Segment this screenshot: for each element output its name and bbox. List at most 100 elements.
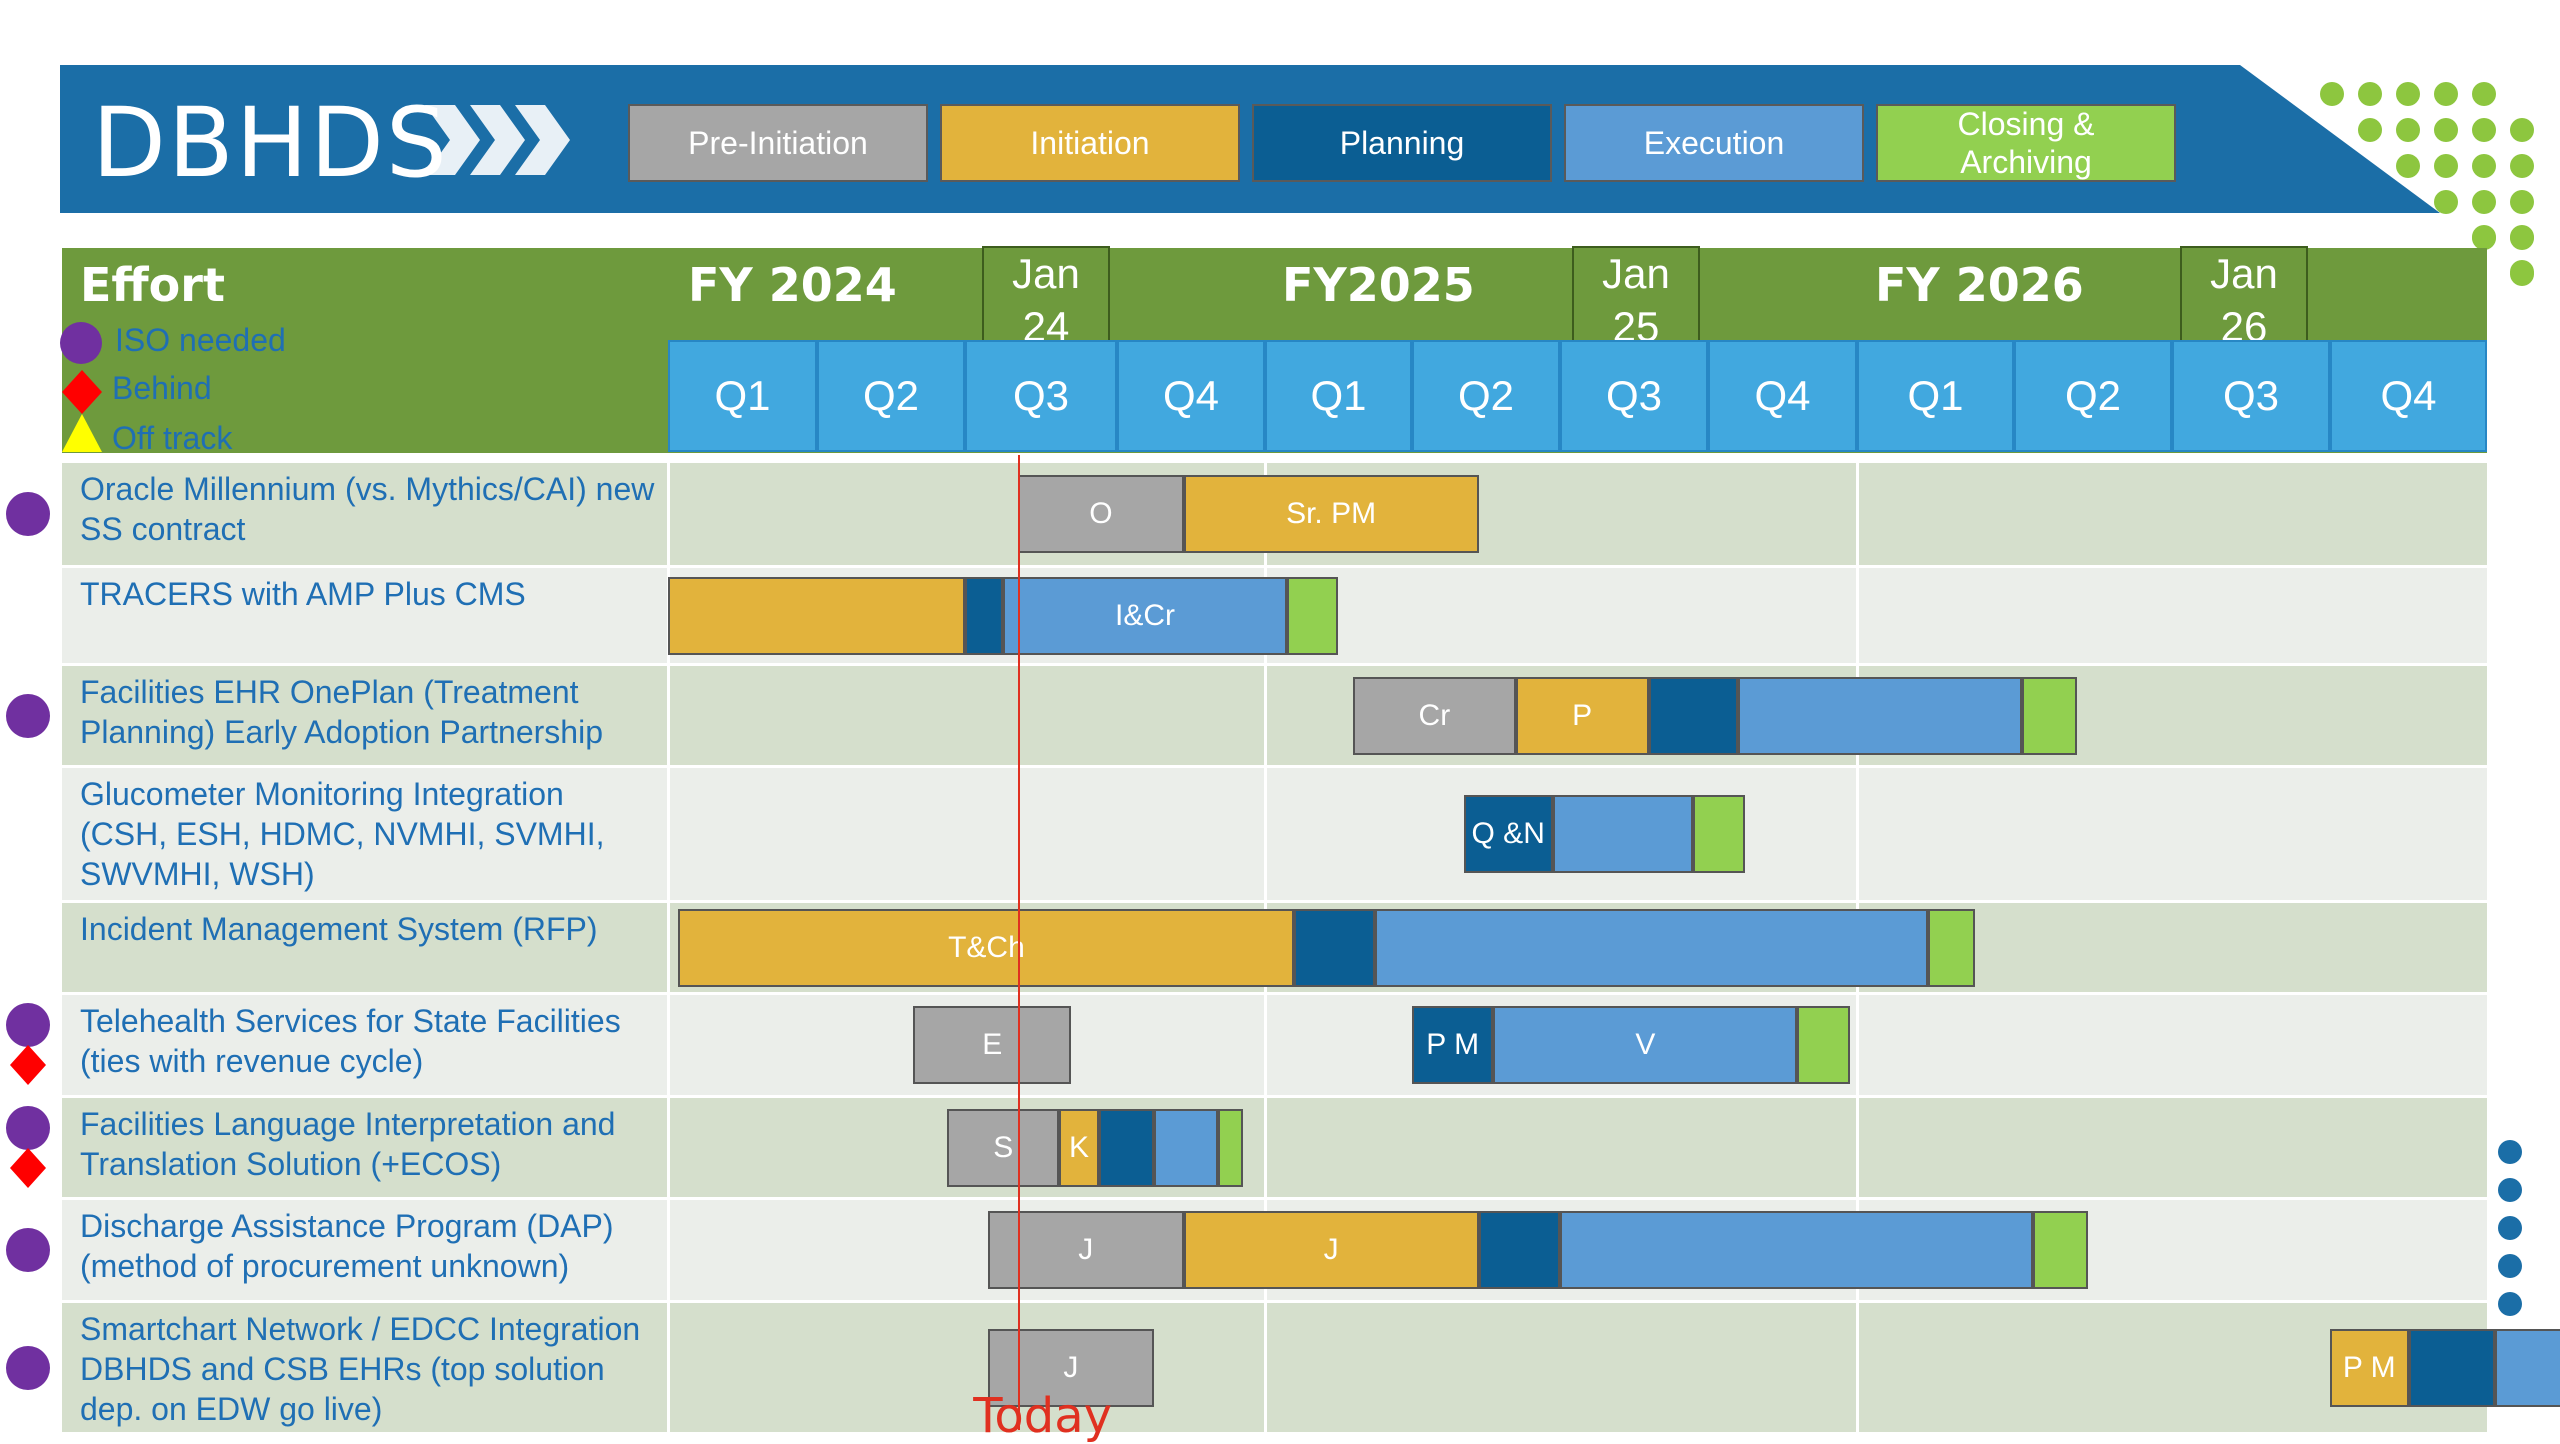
gantt-bar-closing	[2021, 677, 2078, 755]
grid-divider	[1856, 1303, 1859, 1432]
grid-divider	[1856, 463, 1859, 565]
iso-needed-icon	[6, 492, 50, 536]
legend-label: Pre-Initiation	[688, 124, 868, 161]
grid-divider	[667, 1303, 670, 1432]
gantt-bar-execution: I&Cr	[1003, 577, 1288, 655]
jan-text: Jan 25	[1602, 250, 1670, 350]
behind-icon	[10, 1045, 46, 1085]
grid-divider	[667, 903, 670, 992]
green-dot	[2510, 260, 2534, 284]
green-dot	[2396, 82, 2420, 106]
legend-label: Execution	[1643, 124, 1785, 161]
gantt-bar-execution	[2494, 1329, 2560, 1407]
gantt-bar-planning	[965, 577, 1003, 655]
jan-label-26: Jan 26	[2180, 246, 2308, 350]
gantt-bar-initiation	[668, 577, 965, 655]
green-dot	[2510, 118, 2534, 142]
gantt-bar-execution	[1552, 795, 1694, 873]
green-dot	[2358, 118, 2382, 142]
row-background	[62, 768, 2487, 900]
legend-execution: Execution	[1564, 104, 1864, 182]
gantt-bar-closing	[1217, 1109, 1243, 1187]
green-dot	[2434, 154, 2458, 178]
iso-key-icon	[60, 322, 102, 364]
gantt-bar-closing	[1797, 1006, 1850, 1084]
logo-text: DBHDS	[92, 87, 449, 199]
behind-key-label: Behind	[112, 370, 212, 406]
row-background	[62, 1098, 2487, 1197]
gantt-bar-pre-initiation: S	[947, 1109, 1060, 1187]
quarter-cell: Q2	[2014, 340, 2172, 452]
dbhds-logo: DBHDS	[92, 95, 449, 191]
green-dot	[2320, 82, 2344, 106]
blue-dot	[2498, 1178, 2522, 1202]
green-dot	[2434, 82, 2458, 106]
row-label: Glucometer Monitoring Integration (CSH, …	[80, 776, 605, 892]
iso-needed-icon	[6, 693, 50, 738]
row-label: TRACERS with AMP Plus CMS	[80, 576, 526, 612]
row-background	[62, 666, 2487, 765]
green-dot	[2358, 82, 2382, 106]
green-dot	[2396, 154, 2420, 178]
grid-divider	[1264, 768, 1267, 900]
green-dot	[2472, 190, 2496, 214]
row-label: Smartchart Network / EDCC Integration DB…	[80, 1311, 641, 1427]
row-label: Oracle Millennium (vs. Mythics/CAI) new …	[80, 471, 655, 547]
grid-divider	[1856, 1098, 1859, 1197]
quarter-cell: Q1	[668, 340, 817, 452]
blue-dot	[2498, 1140, 2522, 1164]
gantt-bar-initiation: T&Ch	[678, 909, 1295, 987]
quarter-cell: Q2	[1412, 340, 1560, 452]
grid-divider	[667, 995, 670, 1095]
quarter-cell: Q3	[965, 340, 1117, 452]
gantt-bar-pre-initiation: E	[913, 1006, 1072, 1084]
gantt-bar-execution: V	[1493, 1006, 1798, 1084]
grid-divider	[667, 666, 670, 765]
quarter-cell: Q1	[1265, 340, 1412, 452]
gantt-bar-closing	[1287, 577, 1339, 655]
blue-dot	[2498, 1216, 2522, 1240]
grid-divider	[1856, 768, 1859, 900]
gantt-bar-closing	[2032, 1211, 2089, 1289]
green-dot	[2510, 225, 2534, 249]
legend-planning: Planning	[1252, 104, 1552, 182]
fy-label-2026: FY 2026	[1875, 258, 2084, 312]
iso-needed-icon	[6, 1003, 50, 1047]
gantt-bar-initiation: K	[1059, 1109, 1099, 1187]
gantt-bar-pre-initiation: O	[1018, 475, 1184, 553]
behind-icon	[10, 1148, 46, 1188]
row-label: Facilities Language Interpretation and T…	[80, 1106, 616, 1182]
iso-needed-icon	[6, 1106, 50, 1150]
today-line	[1018, 455, 1021, 1430]
gantt-bar-initiation: Sr. PM	[1183, 475, 1479, 553]
green-dot	[2396, 118, 2420, 142]
gantt-bar-execution	[1560, 1211, 2033, 1289]
grid-divider	[667, 1098, 670, 1197]
grid-divider	[1264, 1303, 1267, 1432]
grid-divider	[667, 463, 670, 565]
gantt-bar-execution	[1737, 677, 2022, 755]
chevron-logo-icon	[425, 105, 570, 175]
jan-text: Jan 24	[1012, 250, 1080, 350]
jan-label-24: Jan 24	[982, 246, 1110, 350]
jan-text: Jan 26	[2210, 250, 2278, 350]
row-label: Incident Management System (RFP)	[80, 911, 598, 947]
blue-dot	[2498, 1254, 2522, 1278]
gantt-bar-planning	[1098, 1109, 1154, 1187]
quarter-cell: Q2	[817, 340, 965, 452]
iso-key-label: ISO needed	[115, 322, 286, 358]
green-dot	[2472, 225, 2496, 249]
row-background	[62, 1303, 2487, 1432]
grid-divider	[1264, 666, 1267, 765]
quarter-cell: Q3	[1560, 340, 1708, 452]
quarter-cell: Q4	[2330, 340, 2487, 452]
quarter-cell: Q1	[1857, 340, 2014, 452]
off-track-key-icon	[62, 414, 102, 452]
grid-divider	[667, 768, 670, 900]
grid-divider	[1264, 1098, 1267, 1197]
green-dot	[2434, 118, 2458, 142]
quarter-cell: Q4	[1708, 340, 1857, 452]
iso-needed-icon	[6, 1345, 50, 1390]
green-dot	[2472, 154, 2496, 178]
legend-pre-initiation: Pre-Initiation	[628, 104, 928, 182]
